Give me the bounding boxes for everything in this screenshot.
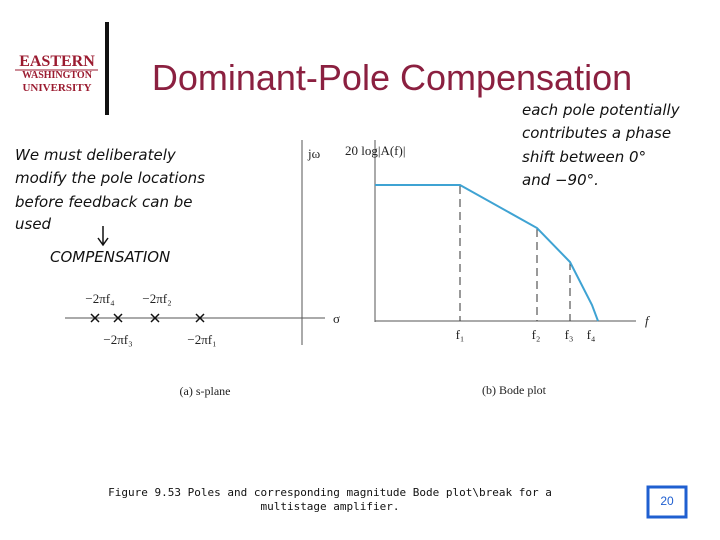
pole-label: −2πf₁ [187, 332, 216, 347]
note-line: contributes a phase [522, 124, 671, 142]
figure-caption: (a) s-plane [180, 384, 231, 398]
break-label: f₃ [565, 327, 574, 342]
s-plane-axes [65, 140, 325, 345]
caption-line: Figure 9.53 Poles and corresponding magn… [108, 486, 552, 499]
note-line: shift between 0° [522, 148, 646, 166]
logo-line: EASTERN [19, 53, 95, 70]
break-guides [459, 186, 571, 321]
figure-caption: (b) Bode plot [482, 383, 547, 397]
axis-label: 20 log|A(f)| [345, 143, 405, 158]
note-line: used [15, 215, 52, 233]
title: Dominant-Pole Compensation [152, 57, 632, 98]
note-line: before feedback can be [15, 193, 193, 211]
note-line: each pole potentially [522, 101, 681, 119]
title-bar [105, 22, 109, 115]
page-number: 20 [660, 494, 674, 508]
pole-label: −2πf₄ [85, 291, 115, 306]
page-number-box [646, 485, 688, 519]
note-keyword: COMPENSATION [50, 248, 170, 266]
break-label: f₁ [456, 327, 465, 342]
note-line: We must deliberately [15, 146, 177, 164]
axis-label: f [645, 313, 651, 328]
logo-line: UNIVERSITY [22, 82, 91, 94]
logo-line: WASHINGTON [22, 70, 93, 81]
note-line: modify the pole locations [15, 169, 205, 187]
break-label: f₂ [532, 327, 541, 342]
bode-curve [375, 184, 599, 322]
break-label: f₄ [587, 327, 596, 342]
note-line: and −90°. [522, 171, 599, 189]
pole-label: −2πf₃ [103, 332, 132, 347]
axis-label: σ [333, 311, 340, 326]
bode-axes [374, 140, 636, 322]
pole-label: −2πf₂ [142, 291, 171, 306]
note-arrow [97, 226, 109, 247]
axis-label: jω [307, 146, 321, 161]
caption-line: multistage amplifier. [260, 500, 399, 513]
pole-markers [90, 313, 205, 323]
